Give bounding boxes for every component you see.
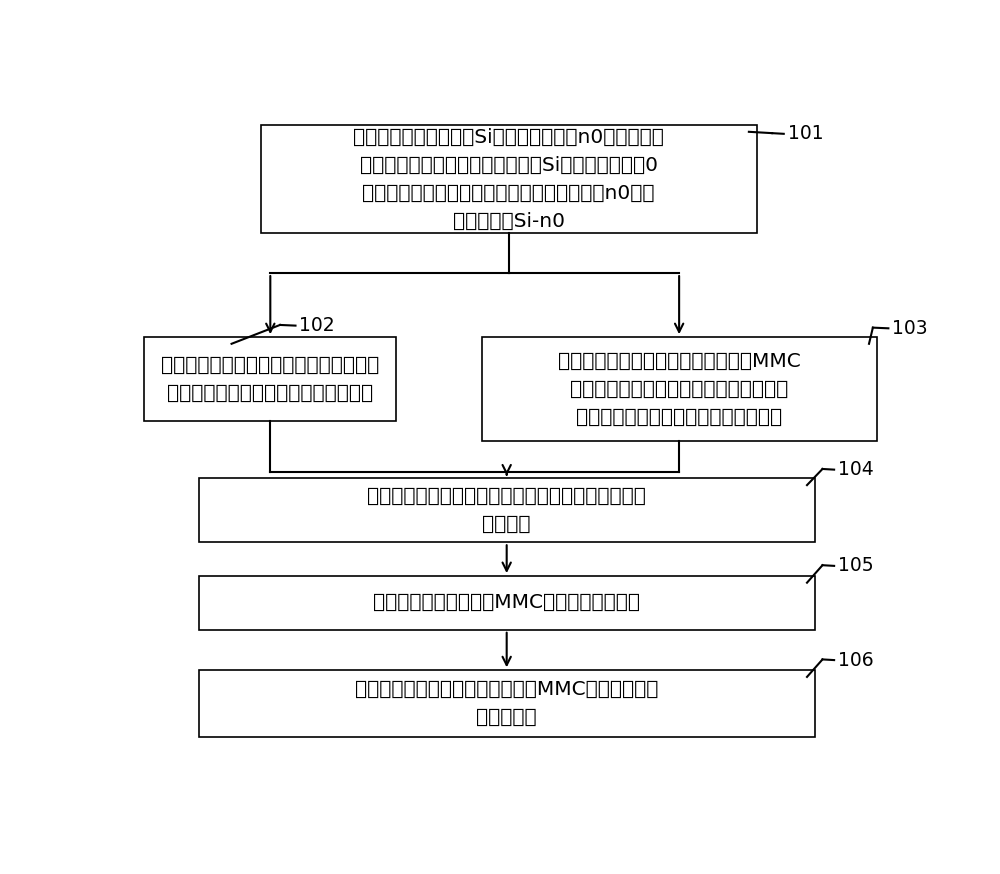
Text: 106: 106	[838, 650, 874, 669]
Text: 对第一调制信号和第二调制信号进行叠加，得到脉冲
控制信号: 对第一调制信号和第二调制信号进行叠加，得到脉冲 控制信号	[367, 487, 646, 534]
Text: 判断输入的待调制信号Si是否小于目标值n0，若是，则
将待调制信号分解为第一信号分量Si和第二信号分量0
，若否，则将待调制信号分解为第三信号分量n0和第
四信: 判断输入的待调制信号Si是否小于目标值n0，若是，则 将待调制信号分解为第一信号…	[353, 128, 664, 231]
Bar	[261, 125, 757, 232]
Text: 对第一信号分量或第三信号分量进行载波
移相正弦脉宽调制，得到第一调制信号: 对第一信号分量或第三信号分量进行载波 移相正弦脉宽调制，得到第一调制信号	[161, 356, 379, 403]
Text: 根据控制顺序和脉冲控制信号生成MMC子模块的控制
脉冲并输出: 根据控制顺序和脉冲控制信号生成MMC子模块的控制 脉冲并输出	[355, 680, 658, 727]
Bar	[144, 337, 396, 421]
Text: 103: 103	[892, 319, 928, 338]
Bar	[482, 337, 877, 441]
Text: 102: 102	[299, 316, 335, 335]
Text: 基于脉冲控制信号确定MMC子模块的控制顺序: 基于脉冲控制信号确定MMC子模块的控制顺序	[373, 593, 640, 613]
Bar	[199, 670, 815, 738]
Text: 105: 105	[838, 557, 874, 575]
Bar	[199, 576, 815, 630]
Bar	[199, 478, 815, 542]
Text: 101: 101	[788, 124, 823, 143]
Text: 将第二信号分量或第四信号分量乘以MMC
子模块总个数得到调制波，使得最近的电
平瞬时逼近调制波，得到第二调制信号: 将第二信号分量或第四信号分量乘以MMC 子模块总个数得到调制波，使得最近的电 平…	[558, 351, 801, 427]
Text: 104: 104	[838, 460, 874, 479]
